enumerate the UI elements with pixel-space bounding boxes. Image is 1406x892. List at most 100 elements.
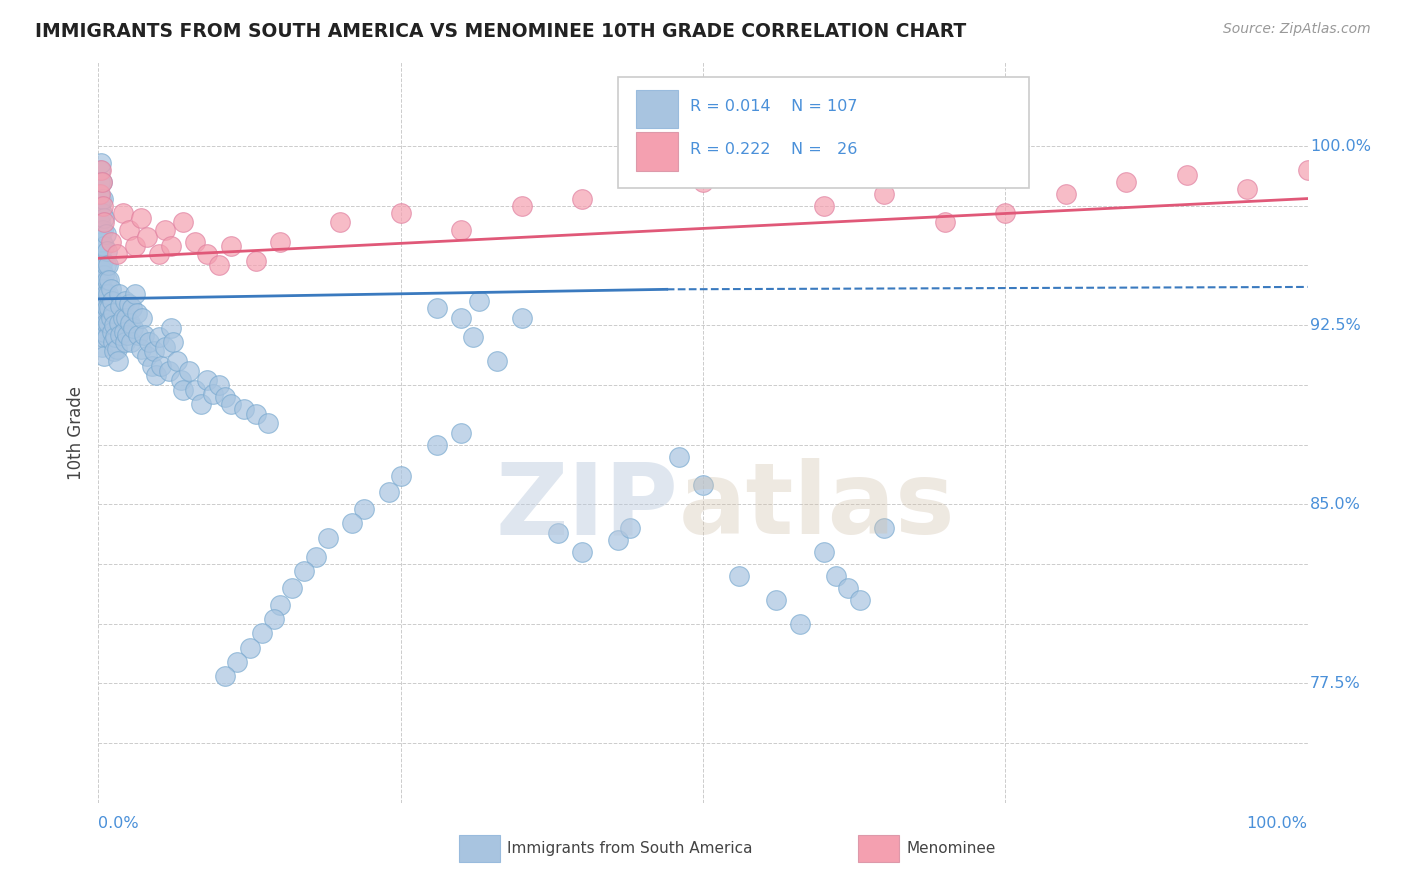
Point (153, 340, 176, 354)
Point (108, 299, 131, 313)
Point (94, 287, 117, 301)
Point (141, 359, 163, 373)
Point (90, 259, 112, 273)
Point (93, 349, 115, 363)
Point (208, 377, 231, 392)
FancyBboxPatch shape (619, 78, 1029, 188)
Point (353, 502, 375, 516)
Point (118, 296, 141, 310)
Point (96, 301, 118, 316)
Point (226, 655, 249, 669)
Point (127, 327, 149, 342)
Point (571, 545, 593, 559)
Point (117, 327, 139, 342)
Text: 100.0%: 100.0% (1247, 816, 1308, 831)
Point (692, 175, 714, 189)
Point (329, 215, 352, 229)
Point (108, 316, 131, 330)
Point (169, 373, 191, 387)
Point (91, 175, 114, 189)
Point (172, 215, 194, 229)
Text: Source: ZipAtlas.com: Source: ZipAtlas.com (1223, 22, 1371, 37)
Point (668, 450, 690, 464)
Point (172, 383, 194, 397)
Point (91, 235, 114, 249)
Point (97, 259, 120, 273)
Point (692, 478, 714, 492)
Point (143, 344, 166, 359)
Point (389, 468, 412, 483)
Point (93, 239, 115, 253)
Point (148, 330, 170, 344)
Point (129, 342, 152, 356)
Text: 0.0%: 0.0% (98, 816, 139, 831)
Point (89, 186, 111, 201)
Point (90, 294, 112, 309)
Point (510, 310, 533, 325)
Point (97, 316, 120, 330)
Point (547, 525, 569, 540)
Point (305, 549, 328, 564)
Point (232, 401, 254, 416)
Y-axis label: 10th Grade: 10th Grade (67, 385, 86, 480)
Point (221, 239, 243, 253)
Point (214, 669, 236, 683)
Point (131, 310, 153, 325)
Point (91, 206, 114, 220)
Point (90, 310, 112, 325)
Point (837, 581, 859, 595)
Point (245, 253, 267, 268)
Point (91, 340, 114, 354)
Point (934, 215, 956, 229)
Text: 85.0%: 85.0% (1310, 497, 1361, 512)
Point (377, 485, 399, 500)
Point (728, 569, 751, 583)
Point (153, 222, 176, 236)
Point (450, 425, 472, 440)
Point (813, 545, 835, 559)
Point (100, 326, 122, 340)
Point (239, 640, 262, 655)
Point (138, 334, 160, 349)
Point (89, 199, 111, 213)
Point (426, 301, 449, 316)
Point (166, 354, 188, 368)
Point (208, 259, 231, 273)
Point (93, 296, 115, 310)
Point (269, 598, 291, 612)
Point (91, 199, 114, 213)
Point (90, 239, 112, 253)
Point (160, 239, 183, 253)
Point (389, 206, 412, 220)
Point (1115, 175, 1137, 189)
Point (98, 301, 121, 316)
Point (256, 416, 278, 430)
Point (450, 310, 472, 325)
Text: atlas: atlas (679, 458, 956, 555)
Point (1296, 162, 1319, 177)
Point (90, 222, 112, 236)
Point (994, 206, 1017, 220)
Point (100, 235, 122, 249)
Point (292, 564, 315, 578)
Point (263, 612, 285, 626)
Text: R = 0.014    N = 107: R = 0.014 N = 107 (690, 99, 858, 114)
Point (342, 516, 364, 531)
Point (114, 334, 136, 349)
Text: Menominee: Menominee (905, 841, 995, 856)
Point (195, 373, 218, 387)
Point (115, 310, 138, 325)
Point (103, 344, 125, 359)
Point (124, 287, 146, 301)
FancyBboxPatch shape (637, 90, 678, 128)
Point (1175, 168, 1198, 182)
Point (214, 390, 236, 404)
Point (118, 222, 141, 236)
Point (1054, 186, 1077, 201)
Point (619, 521, 641, 535)
Point (607, 533, 630, 547)
Point (96, 244, 118, 259)
Point (103, 318, 125, 333)
Point (93, 215, 115, 229)
Point (789, 616, 811, 631)
